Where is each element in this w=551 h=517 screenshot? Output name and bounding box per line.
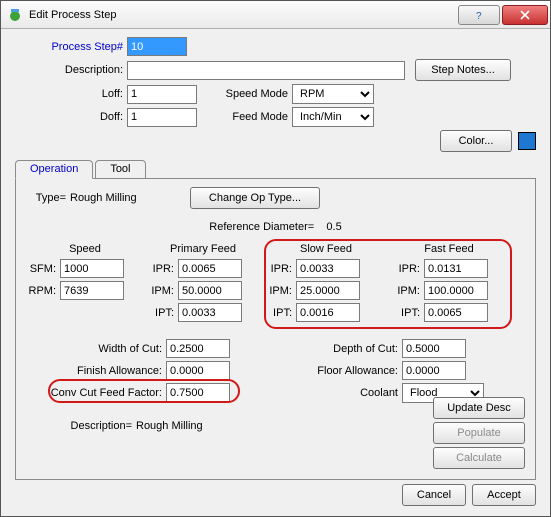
titlebar: Edit Process Step ?: [1, 1, 550, 29]
desc-eq-label: Description=: [26, 420, 136, 432]
svg-text:?: ?: [476, 11, 482, 20]
type-label: Type=: [26, 192, 70, 204]
step-notes-button[interactable]: Step Notes...: [415, 59, 511, 81]
fast-ipr-input[interactable]: [424, 259, 488, 278]
speed-mode-select[interactable]: RPM: [292, 84, 374, 104]
ref-diameter-label: Reference Diameter=: [209, 221, 314, 233]
app-icon: [7, 7, 23, 23]
dialog-window: Edit Process Step ? Process Step# Descri…: [0, 0, 551, 517]
slow-ipr-label: IPR:: [262, 263, 296, 275]
populate-button[interactable]: Populate: [433, 422, 525, 444]
doc-input[interactable]: [402, 339, 466, 358]
woc-input[interactable]: [166, 339, 230, 358]
primary-feed-header: Primary Feed: [144, 243, 262, 255]
floor-allow-input[interactable]: [402, 361, 466, 380]
process-step-input[interactable]: [127, 37, 187, 56]
fin-allow-label: Finish Allowance:: [26, 365, 166, 377]
type-value: Rough Milling: [70, 192, 190, 204]
fin-allow-input[interactable]: [166, 361, 230, 380]
tab-operation[interactable]: Operation: [15, 160, 93, 179]
fast-ipr-label: IPR:: [390, 263, 424, 275]
rpm-label: RPM:: [26, 285, 60, 297]
prim-ipt-input[interactable]: [178, 303, 242, 322]
prim-ipr-input[interactable]: [178, 259, 242, 278]
sfm-input[interactable]: [60, 259, 124, 278]
doff-input[interactable]: [127, 108, 197, 127]
speed-header: Speed: [26, 243, 144, 255]
close-button[interactable]: [502, 5, 548, 25]
color-swatch: [518, 132, 536, 150]
doc-label: Depth of Cut:: [272, 343, 402, 355]
slow-ipm-input[interactable]: [296, 281, 360, 300]
cancel-button[interactable]: Cancel: [402, 484, 466, 506]
fast-ipm-input[interactable]: [424, 281, 488, 300]
color-button[interactable]: Color...: [440, 130, 512, 152]
calculate-button[interactable]: Calculate: [433, 447, 525, 469]
fast-ipm-label: IPM:: [390, 285, 424, 297]
slow-ipt-label: IPT:: [262, 307, 296, 319]
doff-label: Doff:: [15, 111, 127, 123]
desc-eq-value: Rough Milling: [136, 420, 203, 432]
fast-ipt-label: IPT:: [390, 307, 424, 319]
description-input[interactable]: [127, 61, 405, 80]
tab-tool[interactable]: Tool: [95, 160, 145, 178]
coolant-label: Coolant: [272, 387, 402, 399]
sfm-label: SFM:: [26, 263, 60, 275]
process-step-label: Process Step#: [15, 41, 127, 53]
slow-ipt-input[interactable]: [296, 303, 360, 322]
operation-panel: Type= Rough Milling Change Op Type... Re…: [15, 178, 536, 480]
prim-ipm-label: IPM:: [144, 285, 178, 297]
fast-ipt-input[interactable]: [424, 303, 488, 322]
fast-feed-header: Fast Feed: [390, 243, 508, 255]
slow-ipr-input[interactable]: [296, 259, 360, 278]
prim-ipm-input[interactable]: [178, 281, 242, 300]
feed-mode-label: Feed Mode: [197, 111, 292, 123]
loff-label: Loff:: [15, 88, 127, 100]
tab-strip: Operation Tool: [15, 156, 536, 178]
slow-feed-header: Slow Feed: [262, 243, 390, 255]
accept-button[interactable]: Accept: [472, 484, 536, 506]
update-desc-button[interactable]: Update Desc: [433, 397, 525, 419]
prim-ipt-label: IPT:: [144, 307, 178, 319]
ccff-input[interactable]: [166, 383, 230, 402]
slow-ipm-label: IPM:: [262, 285, 296, 297]
help-button[interactable]: ?: [458, 5, 500, 25]
description-label: Description:: [15, 64, 127, 76]
ref-diameter-value: 0.5: [326, 221, 341, 233]
feed-mode-select[interactable]: Inch/Min: [292, 107, 374, 127]
window-title: Edit Process Step: [29, 9, 456, 21]
prim-ipr-label: IPR:: [144, 263, 178, 275]
woc-label: Width of Cut:: [26, 343, 166, 355]
rpm-input[interactable]: [60, 281, 124, 300]
floor-allow-label: Floor Allowance:: [272, 365, 402, 377]
dialog-content: Process Step# Description: Step Notes...…: [1, 29, 550, 516]
loff-input[interactable]: [127, 85, 197, 104]
change-op-type-button[interactable]: Change Op Type...: [190, 187, 320, 209]
speed-mode-label: Speed Mode: [197, 88, 292, 100]
ccff-label: Conv Cut Feed Factor:: [26, 387, 166, 399]
